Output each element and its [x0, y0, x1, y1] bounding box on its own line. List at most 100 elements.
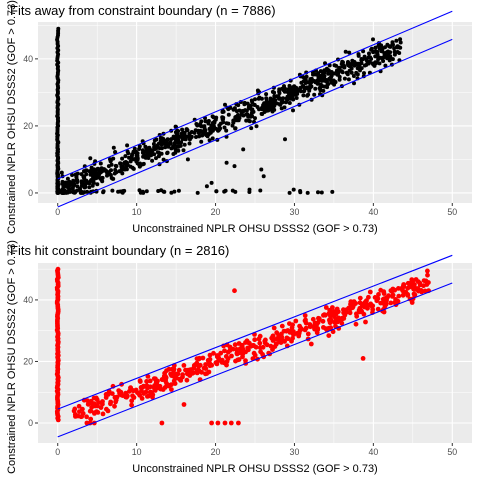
- data-point: [143, 389, 149, 395]
- data-point: [398, 37, 403, 42]
- data-point: [425, 272, 430, 278]
- data-point: [325, 68, 330, 73]
- data-point: [400, 285, 405, 291]
- data-point: [98, 161, 103, 166]
- data-point: [253, 116, 257, 121]
- data-point: [327, 76, 332, 81]
- data-point: [236, 103, 241, 108]
- data-point: [107, 170, 112, 175]
- x-tick-label: 50: [447, 207, 457, 217]
- data-point: [362, 54, 367, 59]
- data-point: [278, 96, 283, 101]
- data-point: [111, 145, 116, 150]
- data-point: [270, 333, 276, 339]
- data-point: [390, 292, 396, 298]
- data-point: [143, 144, 148, 149]
- data-point: [321, 312, 326, 318]
- data-point: [120, 190, 125, 195]
- data-point: [353, 60, 357, 65]
- data-point: [70, 182, 75, 187]
- data-point: [79, 172, 84, 177]
- data-point: [137, 379, 143, 384]
- data-point: [387, 58, 392, 63]
- data-point: [308, 324, 313, 330]
- points: [54, 266, 431, 426]
- data-point: [133, 157, 138, 162]
- data-point: [224, 160, 229, 165]
- data-point: [199, 119, 204, 124]
- data-point: [259, 167, 264, 172]
- data-point: [230, 346, 236, 352]
- data-point: [75, 413, 81, 419]
- data-point: [226, 112, 231, 117]
- data-point: [217, 127, 222, 132]
- data-point: [409, 279, 415, 285]
- data-point: [163, 374, 169, 380]
- data-point: [356, 53, 361, 58]
- data-point: [134, 153, 139, 158]
- data-point: [301, 89, 306, 94]
- data-point: [308, 341, 314, 347]
- data-point: [154, 156, 158, 161]
- data-point: [206, 369, 212, 375]
- data-point: [85, 398, 90, 403]
- data-point: [222, 348, 227, 354]
- data-point: [75, 184, 80, 189]
- data-point: [292, 84, 297, 89]
- data-point: [275, 101, 280, 106]
- data-point: [140, 150, 145, 155]
- data-point: [330, 305, 335, 310]
- panel-away-from-boundary: Fits away from constraint boundary (n = …: [6, 0, 472, 235]
- data-point: [310, 316, 316, 322]
- data-point: [126, 151, 131, 156]
- data-point: [232, 342, 238, 348]
- data-point: [396, 293, 402, 299]
- data-point: [233, 189, 238, 194]
- data-point: [184, 371, 190, 377]
- x-tick-label: 30: [290, 447, 300, 457]
- data-point: [313, 80, 318, 85]
- panel-hit-boundary: Fits hit constraint boundary (n = 2816) …: [6, 240, 472, 475]
- data-point: [114, 394, 120, 400]
- data-point: [356, 64, 361, 69]
- data-point: [287, 83, 292, 88]
- data-point: [144, 379, 150, 384]
- data-point: [345, 72, 350, 77]
- x-tick-label: 0: [55, 207, 60, 217]
- points: [55, 26, 403, 195]
- data-point: [194, 135, 198, 139]
- data-point: [279, 323, 285, 329]
- data-point: [231, 120, 236, 125]
- data-point: [253, 97, 257, 102]
- data-point: [386, 49, 390, 54]
- data-point: [321, 325, 326, 330]
- data-point: [323, 61, 327, 66]
- data-point: [425, 268, 430, 274]
- data-point: [277, 339, 282, 345]
- x-tick-label: 0: [55, 447, 60, 457]
- data-point: [65, 176, 70, 181]
- data-point: [301, 93, 306, 98]
- data-point: [391, 42, 395, 47]
- data-point: [88, 416, 94, 422]
- data-point: [258, 349, 263, 355]
- data-point: [240, 351, 246, 357]
- data-point: [271, 325, 277, 331]
- data-point: [179, 131, 184, 136]
- data-point: [64, 190, 69, 195]
- data-point: [237, 108, 242, 113]
- data-point: [349, 62, 354, 67]
- data-point: [346, 77, 351, 82]
- data-point: [59, 170, 64, 175]
- tick-labels: 0 10 20 30 40 50 0 20 40: [23, 295, 457, 457]
- data-point: [144, 189, 149, 194]
- data-point: [172, 189, 177, 194]
- data-point: [329, 73, 334, 78]
- data-point: [222, 420, 228, 426]
- data-point: [110, 188, 115, 193]
- data-point: [247, 340, 252, 346]
- data-point: [95, 410, 101, 415]
- data-point: [138, 385, 144, 390]
- data-point: [320, 318, 326, 324]
- data-point: [151, 142, 156, 146]
